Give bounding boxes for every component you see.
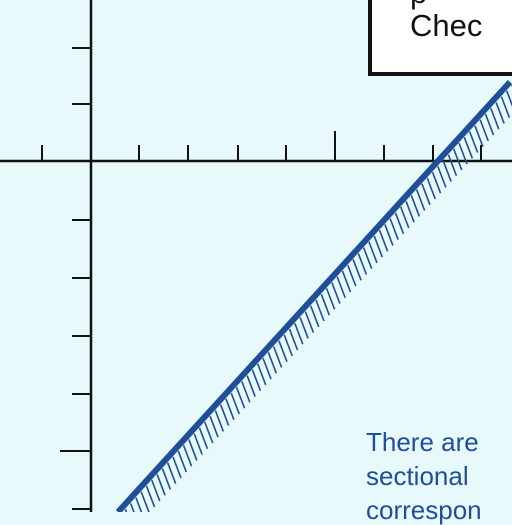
hatch-mark xyxy=(437,166,447,188)
hatch-mark xyxy=(474,125,484,147)
hatch-mark xyxy=(505,90,512,107)
hatch-mark xyxy=(278,340,288,362)
hatch-mark xyxy=(188,439,198,461)
hatch-mark xyxy=(394,212,405,235)
hatch-mark xyxy=(166,462,177,484)
hatch-mark xyxy=(283,334,293,357)
hatch-mark xyxy=(325,288,336,310)
hatch-mark xyxy=(490,107,500,130)
graph-canvas xyxy=(0,0,512,512)
hatch-mark xyxy=(241,381,251,403)
callout-text-line-1: p xyxy=(410,0,427,10)
hatch-mark xyxy=(442,160,452,182)
hatch-mark xyxy=(389,218,399,240)
hatch-mark xyxy=(362,247,373,269)
hatch-mark xyxy=(458,142,468,165)
hatch-mark xyxy=(251,369,262,392)
hatch-mark xyxy=(426,177,436,200)
hatch-mark xyxy=(415,189,426,211)
axes xyxy=(0,0,512,512)
hatch-mark xyxy=(172,456,182,479)
hatch-mark xyxy=(357,253,368,275)
hatch-mark xyxy=(135,497,143,512)
hatch-mark xyxy=(288,328,299,351)
hatch-mark xyxy=(267,352,278,374)
hatch-mark xyxy=(352,259,362,281)
hatch-mark xyxy=(384,224,394,246)
caption-line-2: sectional xyxy=(366,461,469,491)
hatch-mark xyxy=(405,200,415,223)
hatch-mark xyxy=(447,154,458,177)
hatch-mark xyxy=(151,479,161,502)
hatch-mark xyxy=(452,148,463,171)
hatch-mark xyxy=(336,276,346,299)
hatch-mark xyxy=(431,171,442,194)
hatch-mark xyxy=(468,131,479,153)
hatch-mark xyxy=(410,195,421,217)
hatch-mark xyxy=(299,317,309,339)
callout-text-line-2: Chec xyxy=(410,8,483,43)
caption-line-3: correspon xyxy=(366,495,482,525)
hatch-mark xyxy=(347,264,357,287)
hatch-mark xyxy=(484,113,495,136)
hatch-mark xyxy=(177,450,188,473)
hatch-mark xyxy=(129,503,135,512)
caption-line-1: There are xyxy=(366,427,479,457)
hatch-mark xyxy=(140,491,150,512)
hatch-mark xyxy=(368,241,378,264)
hatch-mark xyxy=(309,305,320,328)
hatch-mark xyxy=(373,235,384,258)
hatch-mark xyxy=(272,346,283,368)
hatch-mark xyxy=(204,421,214,444)
hatch-mark xyxy=(214,410,225,432)
hatch-mark xyxy=(262,357,272,380)
hatch-mark xyxy=(219,404,230,426)
hatch-mark xyxy=(463,137,474,159)
constraint-hatching xyxy=(124,85,512,512)
hatch-mark xyxy=(378,229,389,252)
hatch-mark xyxy=(230,392,240,415)
hatch-mark xyxy=(304,311,315,333)
constraint-line xyxy=(115,79,512,512)
hatch-mark xyxy=(495,102,505,124)
hatch-mark xyxy=(161,468,172,490)
hatch-mark xyxy=(182,444,193,467)
hatch-mark xyxy=(193,433,203,455)
hatch-mark xyxy=(156,474,166,496)
hatch-mark xyxy=(225,398,235,421)
hatch-mark xyxy=(500,96,511,118)
hatch-mark xyxy=(341,270,352,293)
hatch-mark xyxy=(320,293,331,316)
hatch-mark xyxy=(198,427,209,450)
hatch-mark xyxy=(479,119,489,142)
hatch-mark xyxy=(145,485,156,508)
hatch-mark xyxy=(294,322,304,345)
hatch-mark xyxy=(235,386,246,409)
hatch-mark xyxy=(256,363,267,386)
hatch-mark xyxy=(246,375,256,397)
callout-box: p Chec xyxy=(368,0,512,76)
hatch-mark xyxy=(315,299,325,322)
hatch-mark xyxy=(421,183,431,206)
hatch-mark xyxy=(209,415,219,438)
hatch-mark xyxy=(331,282,341,304)
axis-ticks xyxy=(41,47,482,510)
hatch-mark xyxy=(400,206,410,229)
